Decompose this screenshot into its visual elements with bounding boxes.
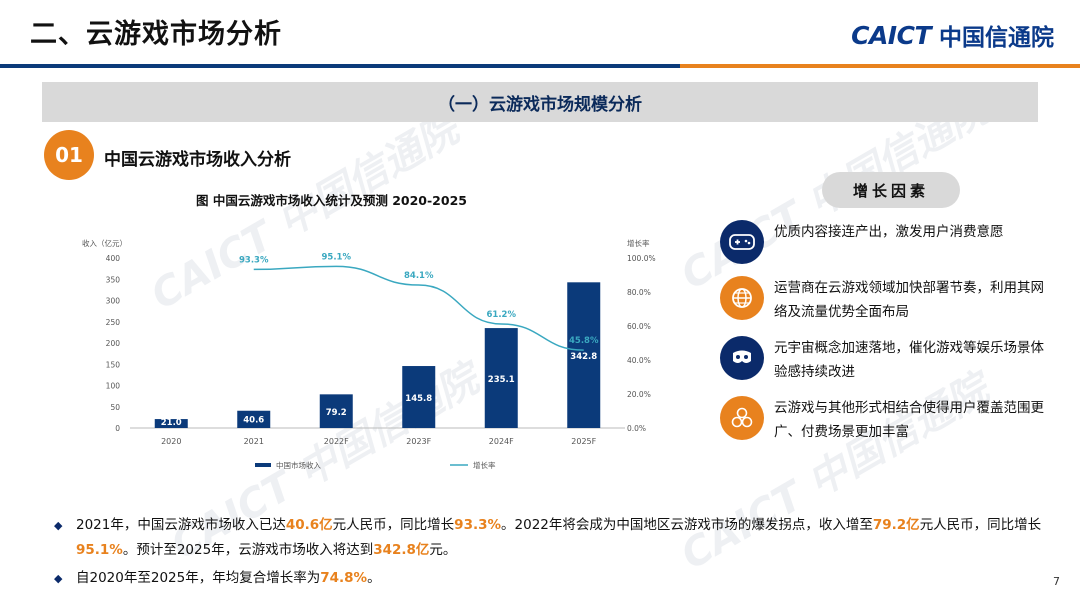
bullet-text: 2021年，中国云游戏市场收入已达40.6亿元人民币，同比增长93.3%。202… xyxy=(76,517,1042,558)
bar-label: 342.8 xyxy=(570,352,597,362)
y-tick-label: 300 xyxy=(106,297,121,306)
logo-en: CAICT xyxy=(851,20,931,50)
factor-item: 运营商在云游戏领域加快部署节奏，利用其网络及流量优势全面布局 xyxy=(720,276,1044,324)
y2-axis-label: 增长率 xyxy=(627,238,650,248)
x-tick-label: 2025F xyxy=(571,437,596,446)
revenue-chart: 收入（亿元） 增长率 0 50 100 150 200 250 300 350 400 0.0% 20.… xyxy=(70,230,680,480)
y2-tick-label: 20.0% xyxy=(627,390,651,399)
bar-label: 21.0 xyxy=(161,418,182,428)
y2-tick-label: 0.0% xyxy=(627,424,646,433)
section-bar: （一）云游戏市场规模分析 xyxy=(42,82,1038,122)
factor-text: 运营商在云游戏领域加快部署节奏，利用其网络及流量优势全面布局 xyxy=(774,280,1044,320)
page-title: 二、云游戏市场分析 xyxy=(30,19,282,50)
hexagons-icon xyxy=(720,396,764,440)
line-label: 95.1% xyxy=(322,252,352,262)
y-tick-label: 100 xyxy=(106,382,121,391)
bar xyxy=(402,366,436,428)
bar-label: 40.6 xyxy=(243,416,264,426)
growth-line xyxy=(253,265,584,351)
factor-text: 云游戏与其他形式相结合使得用户覆盖范围更广、付费场景更加丰富 xyxy=(774,400,1044,440)
y-axis-label: 收入（亿元） xyxy=(82,238,127,248)
bullet-item: ◆ 2021年，中国云游戏市场收入已达40.6亿元人民币，同比增长93.3%。2… xyxy=(54,513,1054,563)
bullet-text: 自2020年至2025年，年均复合增长率为74.8%。 xyxy=(76,570,381,586)
line-label: 93.3% xyxy=(239,255,269,265)
bar xyxy=(319,394,353,428)
subsection-title: 中国云游戏市场收入分析 xyxy=(104,150,291,170)
y-tick-label: 400 xyxy=(106,254,121,263)
y-tick-label: 200 xyxy=(106,339,121,348)
bar-label: 79.2 xyxy=(326,408,347,418)
factor-item: 云游戏与其他形式相结合使得用户覆盖范围更广、付费场景更加丰富 xyxy=(720,396,1044,444)
factors-title-pill: 增长因素 xyxy=(822,172,960,208)
y-tick-label: 50 xyxy=(110,403,120,412)
legend-label: 增长率 xyxy=(473,460,496,470)
page-number: 7 xyxy=(1053,575,1060,588)
diamond-bullet-icon: ◆ xyxy=(54,519,63,532)
legend-swatch-bar xyxy=(255,463,271,467)
chart-title: 图 中国云游戏市场收入统计及预测 2020-2025 xyxy=(196,193,467,208)
x-tick-label: 2021 xyxy=(244,437,264,446)
y-tick-label: 350 xyxy=(106,275,121,284)
y2-tick-label: 80.0% xyxy=(627,288,651,297)
legend-label: 中国市场收入 xyxy=(276,460,321,470)
summary-bullets: ◆ 2021年，中国云游戏市场收入已达40.6亿元人民币，同比增长93.3%。2… xyxy=(54,513,1054,591)
y-tick-label: 250 xyxy=(106,318,121,327)
caict-logo: CAICT 中国信通院 xyxy=(851,18,1054,52)
bullet-item: ◆ 自2020年至2025年，年均复合增长率为74.8%。 xyxy=(54,566,1054,591)
diamond-bullet-icon: ◆ xyxy=(54,572,63,585)
chart-svg: 收入（亿元） 增长率 0 50 100 150 200 250 300 350 400 0.0% 20.… xyxy=(82,238,656,470)
x-tick-label: 2020 xyxy=(161,437,181,446)
y2-tick-label: 60.0% xyxy=(627,322,651,331)
bar-label: 235.1 xyxy=(488,375,515,385)
factor-text: 优质内容接连产出，激发用户消费意愿 xyxy=(774,224,1004,240)
x-tick-label: 2024F xyxy=(489,437,514,446)
vr-headset-icon xyxy=(720,336,764,380)
logo-cn: 中国信通院 xyxy=(939,25,1054,51)
factor-text: 元宇宙概念加速落地，催化游戏等娱乐场景体验感持续改进 xyxy=(774,340,1044,380)
x-tick-label: 2023F xyxy=(406,437,431,446)
gamepad-icon xyxy=(720,220,764,264)
section-number-badge: 01 xyxy=(44,130,94,180)
x-tick-label: 2022F xyxy=(324,437,349,446)
header-divider xyxy=(0,64,1080,68)
bar xyxy=(567,282,601,428)
globe-network-icon xyxy=(720,276,764,320)
y-tick-label: 150 xyxy=(106,360,121,369)
factors-title: 增长因素 xyxy=(852,181,929,200)
factor-item: 元宇宙概念加速落地，催化游戏等娱乐场景体验感持续改进 xyxy=(720,336,1044,384)
factor-item: 优质内容接连产出，激发用户消费意愿 xyxy=(720,220,1044,264)
bar xyxy=(237,410,271,428)
y2-tick-label: 40.0% xyxy=(627,356,651,365)
y-tick-label: 0 xyxy=(115,424,120,433)
y2-tick-label: 100.0% xyxy=(627,254,656,263)
line-label: 61.2% xyxy=(487,310,517,320)
section-title: （一）云游戏市场规模分析 xyxy=(438,94,642,115)
bar xyxy=(484,328,518,428)
bar xyxy=(154,419,188,428)
bar-label: 145.8 xyxy=(405,394,432,404)
line-label: 45.8% xyxy=(569,336,599,346)
line-label: 84.1% xyxy=(404,271,434,281)
